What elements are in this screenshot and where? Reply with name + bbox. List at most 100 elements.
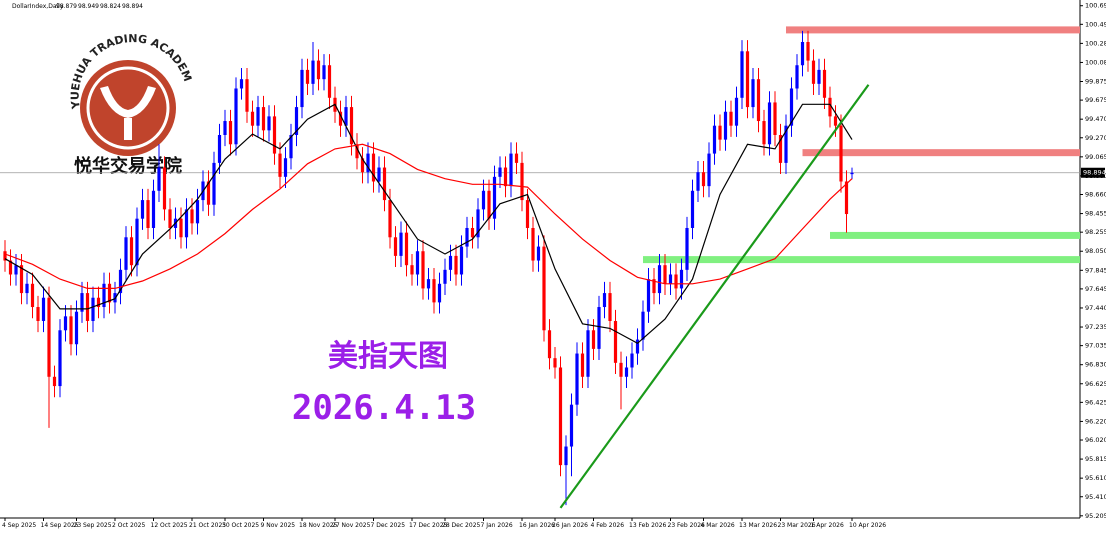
- candle-body: [107, 283, 112, 303]
- candle-body: [311, 60, 315, 84]
- candle-body: [558, 367, 563, 466]
- candle-body: [410, 265, 414, 275]
- x-tick-label: 4 Mar 2026: [701, 522, 735, 529]
- candle-body: [85, 293, 90, 321]
- candle-body: [685, 227, 689, 270]
- candle-body: [371, 153, 376, 182]
- candle-body: [426, 279, 431, 289]
- candle-body: [245, 79, 249, 112]
- y-tick-label: 97.035: [1085, 342, 1106, 350]
- candle-body: [762, 121, 766, 145]
- logo-mark: [100, 86, 156, 140]
- x-tick-label: 4 Feb 2026: [591, 522, 625, 529]
- candle-body: [58, 330, 62, 387]
- candle-body: [140, 200, 145, 219]
- candle-body: [91, 297, 95, 321]
- candle-body: [349, 107, 354, 145]
- candle-body: [564, 446, 568, 466]
- candle-body: [206, 181, 211, 205]
- candle-body: [300, 69, 304, 108]
- candle-body: [844, 181, 849, 215]
- candle-body: [806, 41, 810, 61]
- y-tick-label: 97.440: [1085, 304, 1106, 312]
- logo-circle: [80, 60, 176, 156]
- y-tick-label: 100.080: [1085, 58, 1106, 66]
- candle-body: [701, 172, 706, 187]
- y-tick-label: 95.205: [1085, 512, 1106, 520]
- y-tick-label: 99.675: [1085, 96, 1106, 104]
- candle-body: [547, 330, 552, 359]
- candle-body: [492, 176, 497, 219]
- candle-body: [250, 111, 255, 126]
- x-tick-label: 27 Nov 2025: [332, 522, 371, 529]
- logo: YUEHUA TRADING ACADEMY 悦华交易学院: [0, 0, 194, 177]
- candle-body: [498, 167, 502, 177]
- candle-body: [223, 121, 227, 135]
- x-tick-label: 17 Dec 2025: [409, 522, 448, 529]
- x-tick-label: 23 Feb 2026: [668, 522, 706, 529]
- annotation-date: 2026.4.13: [292, 388, 476, 428]
- candle-body: [30, 283, 35, 308]
- candle-body: [734, 97, 739, 126]
- candle-body: [344, 107, 348, 126]
- x-tick-label: 14 Sep 2025: [41, 522, 79, 529]
- y-tick-label: 99.065: [1085, 153, 1106, 161]
- candle-body: [443, 269, 447, 284]
- candle-body: [822, 69, 827, 98]
- candle-body: [36, 307, 40, 321]
- candle-body: [619, 362, 623, 377]
- candle-body: [432, 279, 436, 303]
- candle-body: [69, 316, 73, 345]
- candle-body: [751, 79, 755, 108]
- x-tick-label: 26 Jan 2026: [552, 522, 588, 529]
- candle-body: [74, 311, 79, 345]
- candle-body: [382, 167, 387, 201]
- candle-body: [575, 353, 579, 405]
- candle-body: [294, 107, 299, 135]
- candle-body: [399, 232, 403, 256]
- y-tick-label: 96.220: [1085, 417, 1106, 425]
- candle-body: [602, 293, 607, 308]
- candle-body: [778, 134, 783, 163]
- x-tick-label: 1 Apr 2026: [811, 522, 844, 529]
- x-tick-label: 28 Dec 2025: [442, 522, 481, 529]
- candle-body: [124, 237, 128, 270]
- candle-body: [388, 200, 392, 238]
- candle-body: [217, 134, 222, 163]
- candle-body: [784, 125, 788, 163]
- candle-body: [102, 283, 106, 308]
- moving-average: [4, 103, 853, 345]
- candle-body: [338, 111, 343, 126]
- level-zone: [786, 26, 1080, 34]
- candle-body: [465, 227, 469, 247]
- candle-body: [278, 153, 282, 177]
- candle-body: [773, 102, 777, 135]
- x-tick-label: 18 Nov 2025: [299, 522, 338, 529]
- candle-body: [272, 116, 277, 154]
- x-tick-label: 16 Jan 2026: [519, 522, 555, 529]
- candle-body: [470, 227, 475, 238]
- candle-body: [421, 251, 425, 289]
- y-tick-label: 96.830: [1085, 361, 1106, 369]
- candle-body: [355, 144, 359, 159]
- candle-body: [553, 358, 557, 368]
- x-tick-label: 10 Apr 2026: [849, 522, 886, 529]
- candle-body: [646, 279, 651, 312]
- price-label-box: [1081, 167, 1105, 178]
- y-tick-label: 96.425: [1085, 398, 1106, 406]
- x-tick-label: 7 Dec 2025: [371, 522, 406, 529]
- candle-body: [718, 125, 722, 140]
- x-tick-label: 21 Oct 2025: [189, 522, 226, 529]
- candle-body: [377, 167, 381, 182]
- candle-body: [668, 274, 673, 284]
- candle-body: [404, 232, 409, 266]
- candle-body: [531, 227, 535, 261]
- y-tick-label: 98.255: [1085, 228, 1106, 236]
- candle-body: [14, 265, 18, 275]
- candle-body: [195, 200, 200, 224]
- candle-body: [696, 172, 700, 191]
- candle-body: [8, 260, 13, 275]
- candle-body: [366, 153, 370, 173]
- candle-body: [316, 60, 321, 80]
